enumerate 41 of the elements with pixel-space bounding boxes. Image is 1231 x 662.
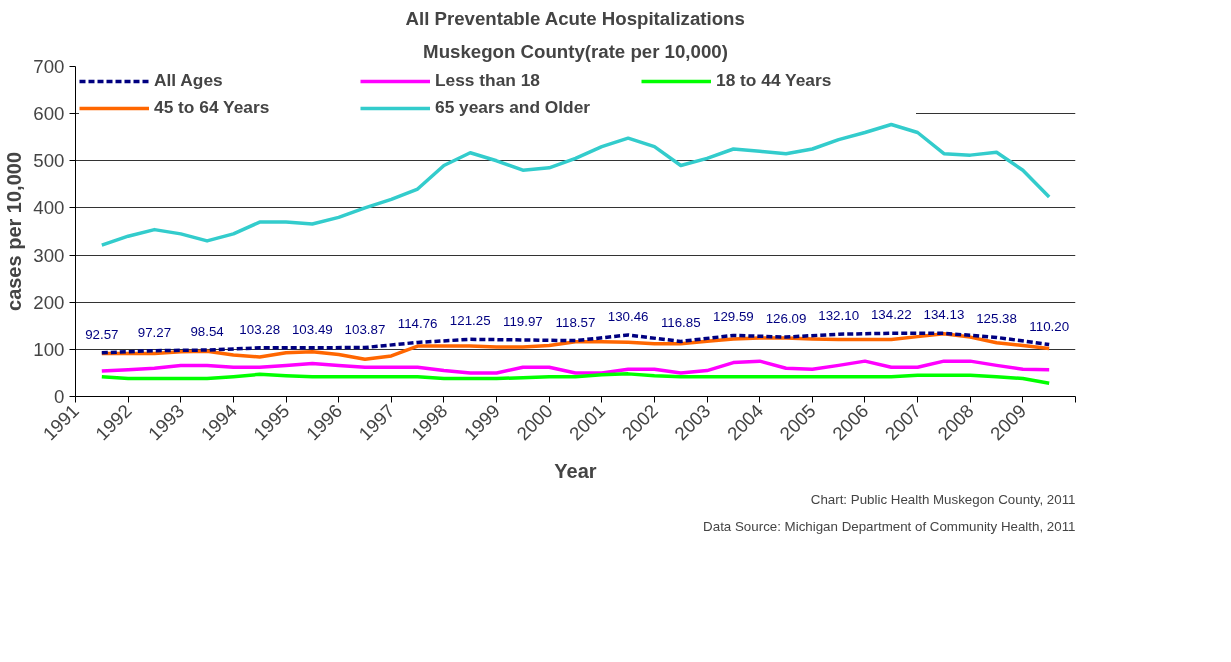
data-label: 134.22 — [870, 307, 912, 323]
data-label: 121.25 — [449, 313, 491, 329]
y-tick-label: 100 — [33, 338, 65, 360]
data-label: 92.57 — [85, 326, 119, 342]
y-tick-label: 300 — [33, 244, 65, 266]
text: Chart: Public Health Muskegon County, 2011 — [810, 491, 1076, 507]
chart-subtitle: Muskegon County(rate per 10,000) — [423, 40, 728, 62]
data-label: 103.87 — [344, 321, 386, 337]
line-series — [100, 122, 1051, 247]
y-tick-label: 200 — [33, 291, 65, 313]
y-tick-label: 0 — [54, 386, 65, 407]
data-label: 125.38 — [976, 311, 1017, 327]
chart-title: All Preventable Acute Hospitalizations — [405, 7, 745, 29]
data-label: 126.09 — [765, 311, 807, 327]
legend-label: All Ages — [154, 70, 224, 91]
data-label: 98.54 — [190, 324, 225, 340]
legend-label: 18 to 44 Years — [716, 70, 833, 91]
x-axis-title: Year — [554, 459, 597, 482]
data-label: 110.20 — [1029, 318, 1070, 334]
data-label: 114.76 — [397, 316, 438, 332]
legend-label: Less than 18 — [435, 70, 541, 91]
line-series — [100, 359, 1051, 375]
data-label: 116.85 — [660, 315, 701, 331]
data-label: 103.28 — [239, 321, 281, 337]
data-label: 130.46 — [607, 309, 649, 324]
y-tick-label: 500 — [33, 150, 65, 172]
data-label: 129.59 — [713, 309, 754, 325]
data-label: 134.13 — [923, 307, 965, 323]
legend-label: 65 years and Older — [435, 97, 592, 118]
data-label: 132.10 — [818, 308, 860, 324]
data-label: 118.57 — [555, 314, 596, 330]
data-label: 103.49 — [291, 321, 333, 337]
y-tick-label: 700 — [33, 56, 65, 77]
source-note: Data Source: Michigan Department of Community Health, 2011 — [703, 518, 1076, 534]
legend-label: 45 to 64 Years — [154, 97, 271, 118]
line-series — [100, 372, 1051, 386]
y-tick-label: 400 — [33, 197, 65, 219]
y-tick-label: 600 — [33, 103, 65, 125]
data-label: 97.27 — [137, 324, 172, 340]
data-label: 119.97 — [502, 313, 543, 329]
y-axis-title: cases per 10,000 — [3, 151, 26, 312]
